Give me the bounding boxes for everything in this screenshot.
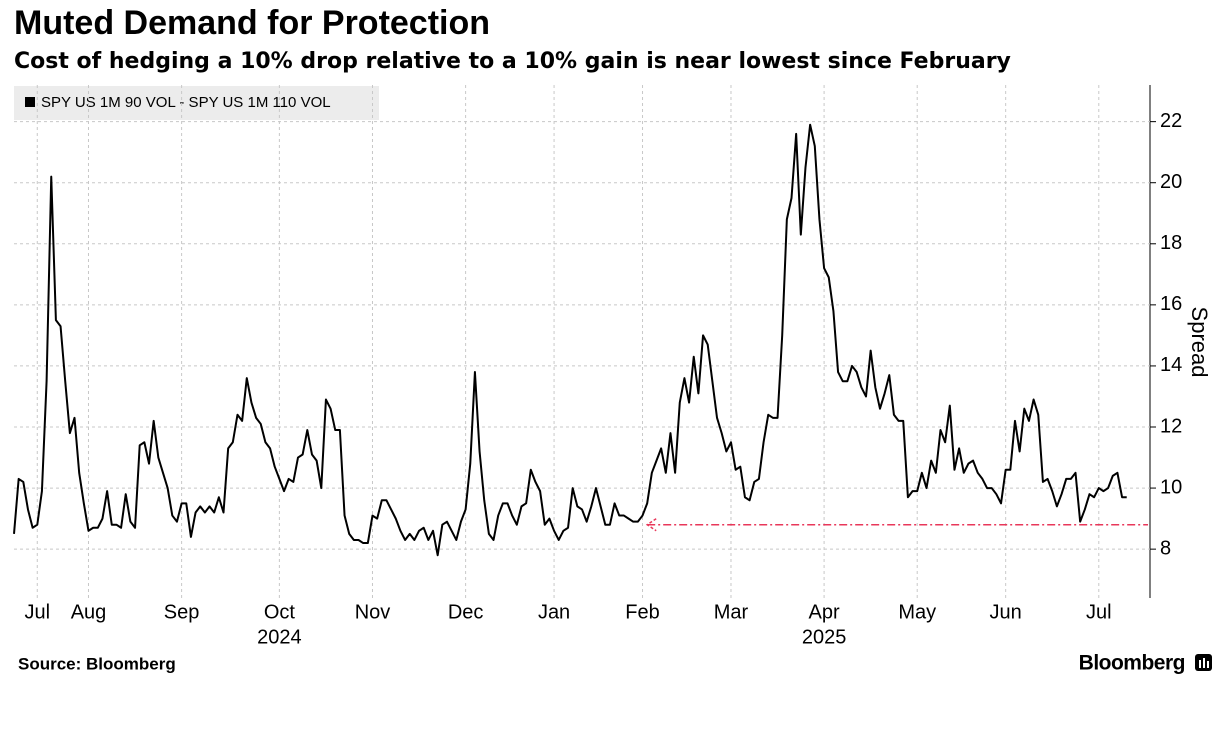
x-tick-label: Jun bbox=[990, 601, 1022, 623]
y-tick-label: 8 bbox=[1160, 537, 1171, 559]
x-tick-label: Aug bbox=[71, 601, 107, 623]
annotation-arrowhead bbox=[645, 518, 657, 532]
chart-subtitle: Cost of hedging a 10% drop relative to a… bbox=[14, 49, 1011, 74]
x-tick-label: Jul bbox=[24, 601, 50, 623]
y-tick-label: 18 bbox=[1160, 232, 1182, 254]
x-tick-label: Jul bbox=[1086, 601, 1112, 623]
x-tick-label: Mar bbox=[714, 601, 749, 623]
x-year-label: 2024 bbox=[257, 626, 302, 648]
brand-icon bbox=[1195, 654, 1212, 671]
brand: Bloomberg bbox=[1079, 652, 1185, 675]
x-tick-label: Dec bbox=[448, 601, 484, 623]
y-tick-label: 20 bbox=[1160, 171, 1182, 193]
x-year-label: 2025 bbox=[802, 626, 847, 648]
x-tick-label: Oct bbox=[264, 601, 296, 623]
y-tick-label: 22 bbox=[1160, 110, 1182, 132]
y-axis-label: Spread bbox=[1187, 307, 1212, 378]
x-tick-label: Apr bbox=[809, 601, 840, 623]
y-tick-label: 14 bbox=[1160, 354, 1182, 376]
x-tick-label: Jan bbox=[538, 601, 570, 623]
x-tick-label: Nov bbox=[355, 601, 391, 623]
x-tick-label: Sep bbox=[164, 601, 200, 623]
line-series bbox=[13, 123, 1127, 557]
x-tick-label: May bbox=[898, 601, 936, 623]
legend-label: SPY US 1M 90 VOL - SPY US 1M 110 VOL bbox=[41, 94, 331, 111]
source: Source: Bloomberg bbox=[18, 654, 176, 673]
y-tick-label: 16 bbox=[1160, 293, 1182, 315]
legend-box bbox=[14, 86, 379, 120]
y-tick-label: 12 bbox=[1160, 415, 1182, 437]
x-tick-label: Feb bbox=[625, 601, 659, 623]
y-tick-label: 10 bbox=[1160, 476, 1182, 498]
chart-title: Muted Demand for Protection bbox=[14, 4, 490, 42]
legend-swatch bbox=[25, 97, 35, 107]
